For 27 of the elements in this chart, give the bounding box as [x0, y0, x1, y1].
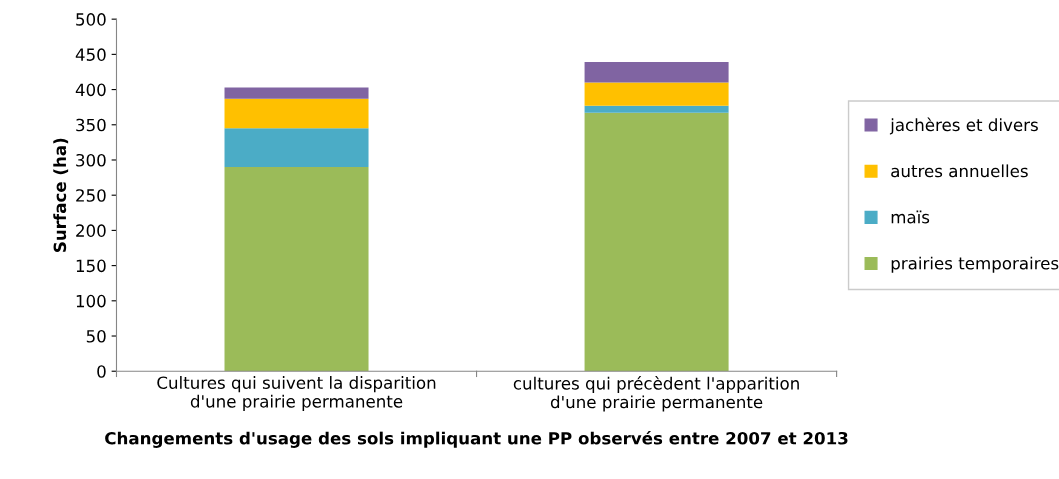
y-tick-label: 200: [76, 224, 106, 237]
y-tick-label: 150: [76, 259, 106, 273]
y-tick-label: 450: [75, 48, 106, 61]
y-axis-title: Surface (ha): [53, 138, 69, 252]
legend-label: maïs: [891, 210, 930, 224]
y-tick-label: 300: [76, 153, 106, 167]
y-tick-label: 100: [76, 294, 106, 308]
y-tick-label: 400: [75, 83, 106, 97]
legend-label: jachères et divers: [889, 117, 1038, 135]
bar: [584, 112, 729, 372]
x-tick-label: Cultures qui suivent la disparition d'une prairie permanente: [157, 376, 436, 411]
bar: [224, 87, 369, 99]
y-tick-label: 250: [76, 189, 106, 202]
bar: [584, 82, 729, 106]
legend-label: autres annuelles: [891, 164, 1028, 178]
bar: [584, 105, 729, 113]
bar: [224, 98, 369, 129]
y-tick-label: 50: [86, 329, 106, 343]
bar: [224, 167, 369, 372]
y-tick-label: 500: [76, 13, 106, 26]
y-tick-label: 0: [97, 365, 106, 378]
x-axis-title: Changements d'usage des sols impliquant une PP observés entre 2007 et 2013: [105, 430, 848, 448]
y-tick-label: 350: [76, 118, 106, 132]
x-tick-label: cultures qui précèdent l'apparition d'une prairie permanente: [513, 376, 799, 412]
legend-label: prairies temporaires: [891, 256, 1059, 273]
bar: [584, 62, 729, 83]
bar: [224, 128, 369, 168]
